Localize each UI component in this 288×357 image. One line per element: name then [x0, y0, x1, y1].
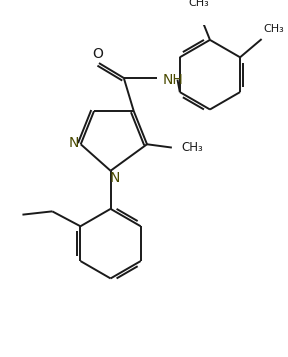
Text: N: N — [68, 136, 79, 150]
Text: CH₃: CH₃ — [181, 141, 203, 154]
Text: CH₃: CH₃ — [188, 0, 209, 8]
Text: NH: NH — [163, 73, 184, 87]
Text: N: N — [109, 171, 120, 185]
Text: CH₃: CH₃ — [263, 24, 284, 34]
Text: O: O — [92, 47, 103, 61]
